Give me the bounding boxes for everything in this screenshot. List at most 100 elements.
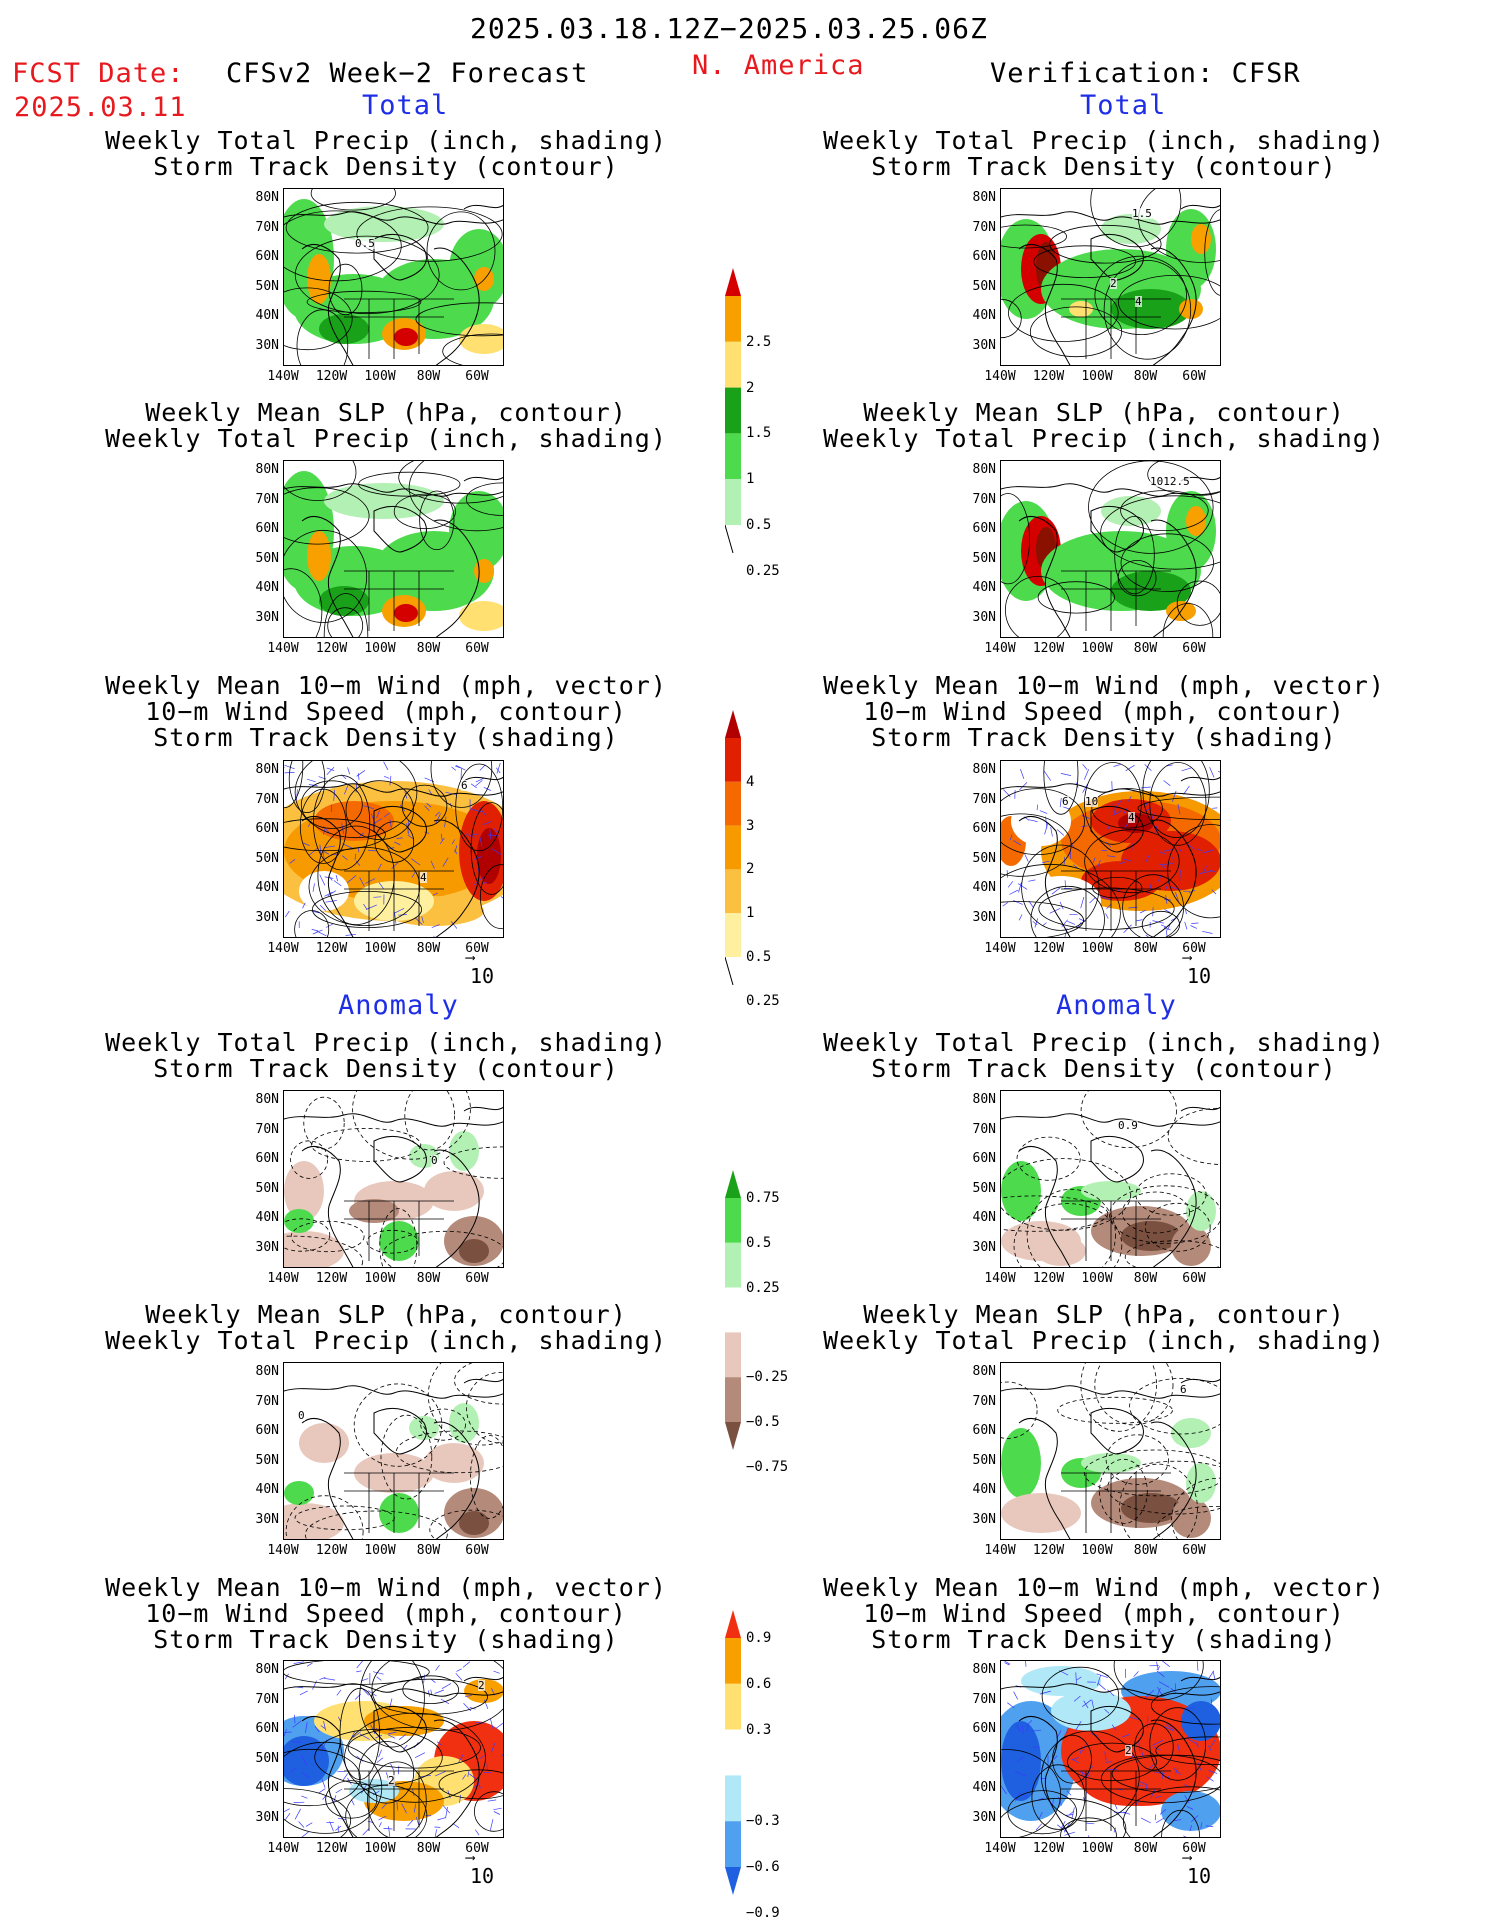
lat-tick-label: 40N <box>972 580 996 595</box>
lon-tick-label: 80W <box>1133 1543 1158 1558</box>
colorbar: 0.9 0.6 0.3 −0.3 −0.6 −0.9 <box>725 1610 795 1921</box>
lon-tick-label: 60W <box>465 369 489 384</box>
map-frame <box>1000 188 1221 366</box>
colorbar-label: 0.6 <box>746 1675 772 1692</box>
panel-title-line: Weekly Total Precip (inch, shading) <box>105 1028 667 1057</box>
colorbar: 2.5 2 1.5 1 0.5 0.25 <box>724 268 795 579</box>
lat-tick-label: 60N <box>972 821 996 836</box>
section-total-left: Total <box>362 90 449 121</box>
lat-tick-label: 30N <box>255 1239 279 1255</box>
colorbar-label: 4 <box>746 773 755 790</box>
contour-label: 2 <box>388 1774 395 1787</box>
lon-tick-label: 120W <box>315 1271 348 1286</box>
lat-tick-label: 30N <box>255 1809 279 1825</box>
lon-tick-label: 100W <box>1081 369 1113 384</box>
lat-tick-label: 60N <box>255 521 279 536</box>
panel-title-line: Weekly Total Precip (inch, shading) <box>823 1326 1385 1355</box>
lon-tick-label: 140W <box>984 1841 1016 1856</box>
map-frame <box>283 188 504 366</box>
lat-tick-label: 70N <box>972 1393 996 1409</box>
panel-title-line: Storm Track Density (contour) <box>871 152 1337 181</box>
contour-label: 0.9 <box>1118 1119 1138 1132</box>
region-title: N. America <box>692 50 865 81</box>
panel-title-line: Weekly Mean 10−m Wind (mph, vector) <box>105 671 667 700</box>
colorbar-label: 0.25 <box>746 992 780 1009</box>
lon-tick-label: 60W <box>1182 1841 1206 1856</box>
lat-tick-label: 40N <box>972 308 996 323</box>
colorbar-label: 0.5 <box>746 949 772 965</box>
map-plot <box>1001 1363 1220 1539</box>
panel-title-line: 10−m Wind Speed (mph, contour) <box>145 697 627 726</box>
contour-label: 6 <box>1180 1383 1187 1396</box>
lon-tick-label: 100W <box>1081 1271 1113 1286</box>
lon-tick-label: 140W <box>267 1841 299 1856</box>
lat-tick-label: 50N <box>972 278 996 294</box>
panel-title-line: Weekly Total Precip (inch, shading) <box>105 126 667 155</box>
panel-title-line: Weekly Total Precip (inch, shading) <box>105 424 667 453</box>
colorbar-label: 0.5 <box>746 517 772 533</box>
map-plot <box>1001 761 1220 937</box>
contour-label: 2 <box>1125 1744 1132 1757</box>
lat-tick-label: 50N <box>255 550 279 566</box>
lon-tick-label: 120W <box>1032 1543 1065 1558</box>
contour-label: 4 <box>1135 295 1142 308</box>
lat-tick-label: 70N <box>255 791 279 807</box>
lon-tick-label: 60W <box>465 1841 489 1856</box>
lat-tick-label: 40N <box>255 1210 279 1225</box>
colorbar-label: −0.6 <box>746 1859 780 1875</box>
lon-tick-label: 120W <box>1032 1841 1065 1856</box>
panel-title-line: Weekly Total Precip (inch, shading) <box>105 1326 667 1355</box>
lat-tick-label: 40N <box>255 1482 279 1497</box>
lon-tick-label: 140W <box>267 641 299 656</box>
panel-title-line: Storm Track Density (contour) <box>871 1054 1337 1083</box>
panel-title-line: Weekly Mean 10−m Wind (mph, vector) <box>823 671 1385 700</box>
lat-tick-label: 30N <box>972 1809 996 1825</box>
lat-tick-label: 60N <box>972 249 996 264</box>
contour-label: 0.5 <box>355 237 375 250</box>
lon-tick-label: 60W <box>1182 369 1206 384</box>
panel-title-line: Storm Track Density (shading) <box>871 1625 1337 1654</box>
lon-tick-label: 100W <box>1081 1543 1113 1558</box>
lon-tick-label: 140W <box>267 941 299 956</box>
colorbar-label: 0.25 <box>746 1279 780 1296</box>
lat-tick-label: 70N <box>972 491 996 507</box>
contour-label: 1.5 <box>1132 207 1152 220</box>
colorbar-label: 0.3 <box>746 1721 772 1738</box>
lat-tick-label: 60N <box>972 1151 996 1166</box>
panel-title-line: Weekly Total Precip (inch, shading) <box>823 424 1385 453</box>
lat-tick-label: 30N <box>255 909 279 925</box>
lat-tick-label: 40N <box>255 880 279 895</box>
colorbar-label: 1 <box>746 905 755 922</box>
lat-tick-label: 30N <box>972 1511 996 1527</box>
map-plot <box>1001 1091 1220 1267</box>
lat-tick-label: 60N <box>972 1423 996 1438</box>
contour-label: 6 <box>461 779 468 792</box>
lat-tick-label: 80N <box>972 190 996 205</box>
lon-tick-label: 60W <box>1182 1271 1206 1286</box>
lat-tick-label: 50N <box>972 1452 996 1468</box>
lon-tick-label: 100W <box>1081 641 1113 656</box>
map-panel: 6 4 80N 70N 60N 50N 40N 30N 140W 120W 100W 80W 60W ⟶ 1… <box>256 760 504 988</box>
lat-tick-label: 80N <box>255 462 279 477</box>
lon-tick-label: 140W <box>267 369 299 384</box>
colorbar-label: −0.3 <box>746 1813 780 1830</box>
panel-title-line: Weekly Total Precip (inch, shading) <box>823 126 1385 155</box>
lon-tick-label: 140W <box>984 641 1016 656</box>
map-panel: 2 80N 70N 60N 50N 40N 30N 140W 120W 100W 80W 60W ⟶ 10 <box>973 1660 1221 1888</box>
lat-tick-label: 40N <box>972 1210 996 1225</box>
lon-tick-label: 60W <box>465 941 489 956</box>
panel-title-line: Storm Track Density (shading) <box>153 1625 619 1654</box>
lon-tick-label: 60W <box>465 641 489 656</box>
colorbar-label: 1.5 <box>746 425 772 442</box>
contour-label: 0 <box>298 1409 305 1422</box>
lat-tick-label: 80N <box>255 1092 279 1107</box>
map-plot <box>284 1091 503 1267</box>
lon-tick-label: 100W <box>364 941 396 956</box>
lat-tick-label: 80N <box>255 1662 279 1677</box>
lat-tick-label: 30N <box>972 1239 996 1255</box>
map-frame <box>1000 1362 1221 1540</box>
lat-tick-label: 30N <box>972 609 996 625</box>
colorbar-label: 1 <box>746 471 755 488</box>
contour-label: 4 <box>420 871 427 884</box>
panel-title-line: Storm Track Density (shading) <box>153 723 619 752</box>
